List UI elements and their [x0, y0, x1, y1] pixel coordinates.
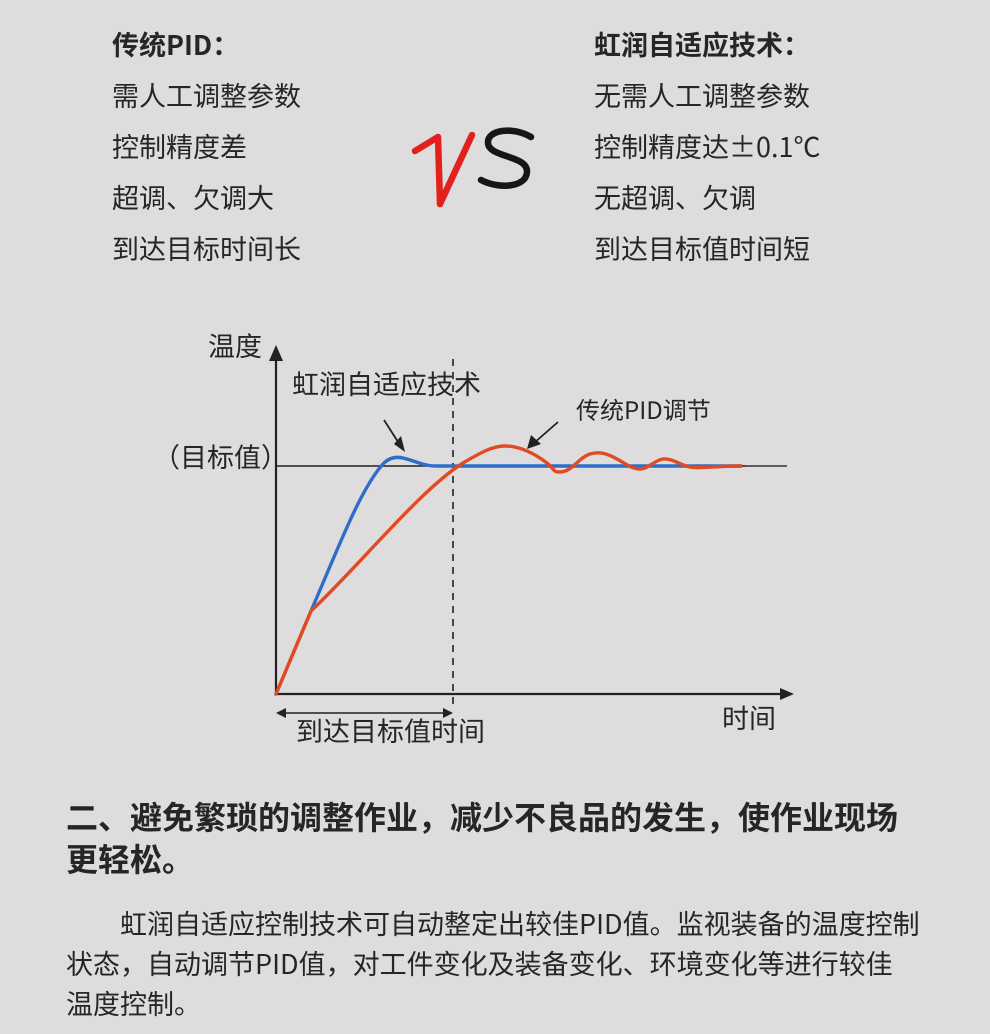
- svg-text:虹润自适应技术: 虹润自适应技术: [292, 363, 481, 402]
- svg-text:时间: 时间: [722, 697, 776, 736]
- svg-text:传统PID调节: 传统PID调节: [576, 391, 711, 426]
- svg-text:到达目标值时间: 到达目标值时间: [296, 710, 485, 749]
- svg-text:（目标值）: （目标值）: [153, 436, 288, 475]
- svg-text:温度: 温度: [208, 325, 262, 364]
